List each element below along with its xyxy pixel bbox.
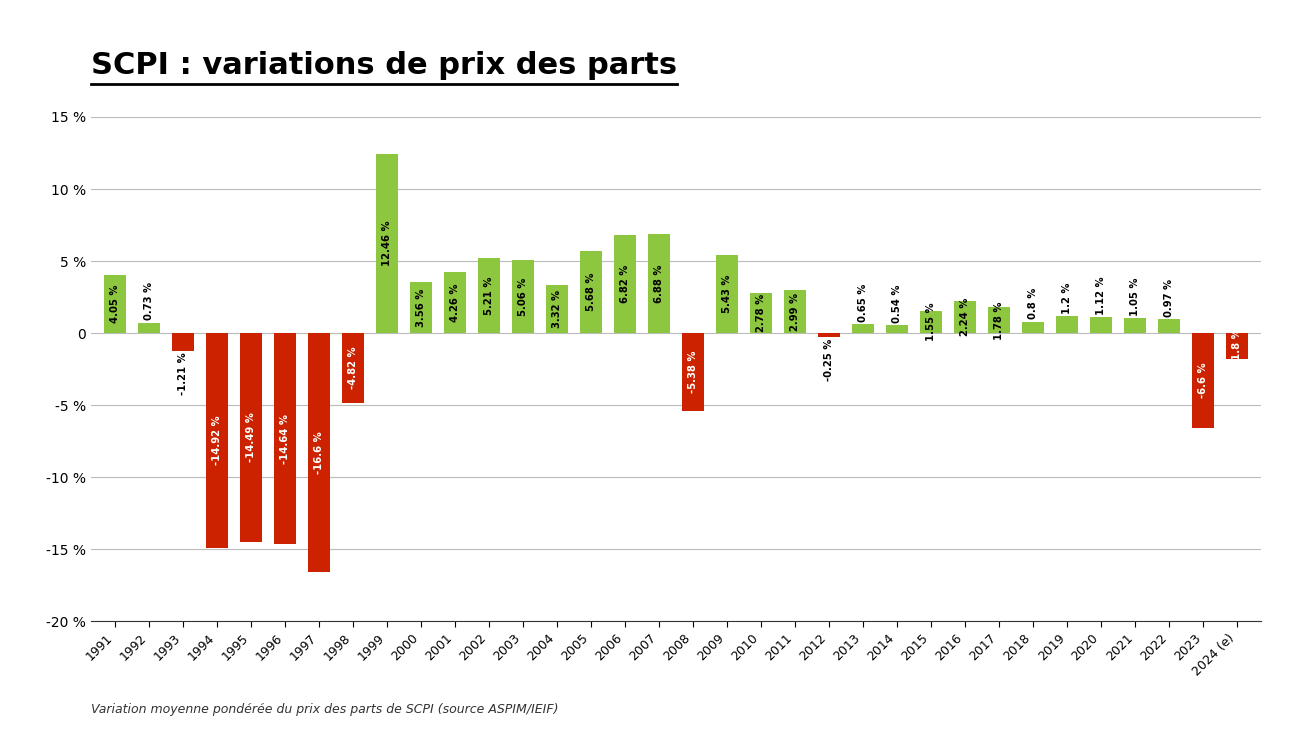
Bar xyxy=(682,333,705,411)
Text: 4.05 %: 4.05 % xyxy=(109,284,120,323)
Bar xyxy=(138,322,160,333)
Bar xyxy=(818,333,840,337)
Bar xyxy=(443,272,465,333)
Text: 0.54 %: 0.54 % xyxy=(892,284,902,323)
Bar xyxy=(887,325,909,333)
Bar xyxy=(410,282,432,333)
Text: 1.55 %: 1.55 % xyxy=(926,303,936,341)
Bar xyxy=(580,251,602,333)
Bar xyxy=(716,255,738,333)
Bar xyxy=(172,333,194,351)
Text: 0.97 %: 0.97 % xyxy=(1165,279,1174,317)
Text: SCPI : variations de prix des parts: SCPI : variations de prix des parts xyxy=(91,51,677,80)
Bar xyxy=(376,154,398,333)
Text: 1.05 %: 1.05 % xyxy=(1130,277,1140,316)
Text: 5.68 %: 5.68 % xyxy=(586,273,595,311)
Text: -14.64 %: -14.64 % xyxy=(280,414,290,463)
Text: 6.88 %: 6.88 % xyxy=(654,265,664,303)
Bar xyxy=(342,333,364,403)
Bar xyxy=(1158,319,1180,333)
Text: -0.25 %: -0.25 % xyxy=(824,339,835,382)
Text: 5.21 %: 5.21 % xyxy=(484,276,494,315)
Text: -16.6 %: -16.6 % xyxy=(313,431,324,474)
Bar xyxy=(104,275,126,333)
Text: 4.26 %: 4.26 % xyxy=(450,283,460,322)
Text: 5.06 %: 5.06 % xyxy=(517,278,528,316)
Bar xyxy=(308,333,330,572)
Bar xyxy=(852,324,874,333)
Text: -5.38 %: -5.38 % xyxy=(688,351,698,393)
Bar xyxy=(239,333,261,542)
Bar xyxy=(1056,316,1078,333)
Text: -1.8 %: -1.8 % xyxy=(1232,328,1243,364)
Bar xyxy=(614,235,636,333)
Text: 1.2 %: 1.2 % xyxy=(1062,282,1072,314)
Text: 2.78 %: 2.78 % xyxy=(757,294,766,332)
Bar xyxy=(1192,333,1214,428)
Text: 0.65 %: 0.65 % xyxy=(858,283,868,322)
Text: -1.21 %: -1.21 % xyxy=(178,353,187,395)
Bar xyxy=(1124,318,1147,333)
Bar xyxy=(750,293,772,333)
Bar xyxy=(1022,322,1044,333)
Text: 3.56 %: 3.56 % xyxy=(416,288,426,327)
Bar xyxy=(954,301,976,333)
Text: -4.82 %: -4.82 % xyxy=(348,346,358,389)
Text: 1.12 %: 1.12 % xyxy=(1096,276,1106,315)
Bar xyxy=(988,308,1010,333)
Bar xyxy=(1226,333,1248,359)
Text: 2.24 %: 2.24 % xyxy=(961,298,970,336)
Bar xyxy=(784,290,806,333)
Bar xyxy=(920,311,942,333)
Text: 2.99 %: 2.99 % xyxy=(790,292,800,330)
Text: 3.32 %: 3.32 % xyxy=(552,290,562,328)
Text: 12.46 %: 12.46 % xyxy=(382,221,391,266)
Bar xyxy=(274,333,296,544)
Text: 5.43 %: 5.43 % xyxy=(722,275,732,314)
Bar xyxy=(205,333,228,548)
Bar xyxy=(647,234,670,333)
Text: 0.8 %: 0.8 % xyxy=(1028,288,1039,319)
Bar xyxy=(546,285,568,333)
Text: 0.73 %: 0.73 % xyxy=(144,282,153,320)
Text: 6.82 %: 6.82 % xyxy=(620,265,630,303)
Bar xyxy=(1091,317,1113,333)
Text: 1.78 %: 1.78 % xyxy=(994,301,1004,340)
Text: -14.49 %: -14.49 % xyxy=(246,412,256,463)
Text: -6.6 %: -6.6 % xyxy=(1199,363,1208,398)
Text: -14.92 %: -14.92 % xyxy=(212,416,222,466)
Bar xyxy=(512,260,534,333)
Text: Variation moyenne pondérée du prix des parts de SCPI (source ASPIM/IEIF): Variation moyenne pondérée du prix des p… xyxy=(91,703,559,716)
Bar xyxy=(478,258,500,333)
